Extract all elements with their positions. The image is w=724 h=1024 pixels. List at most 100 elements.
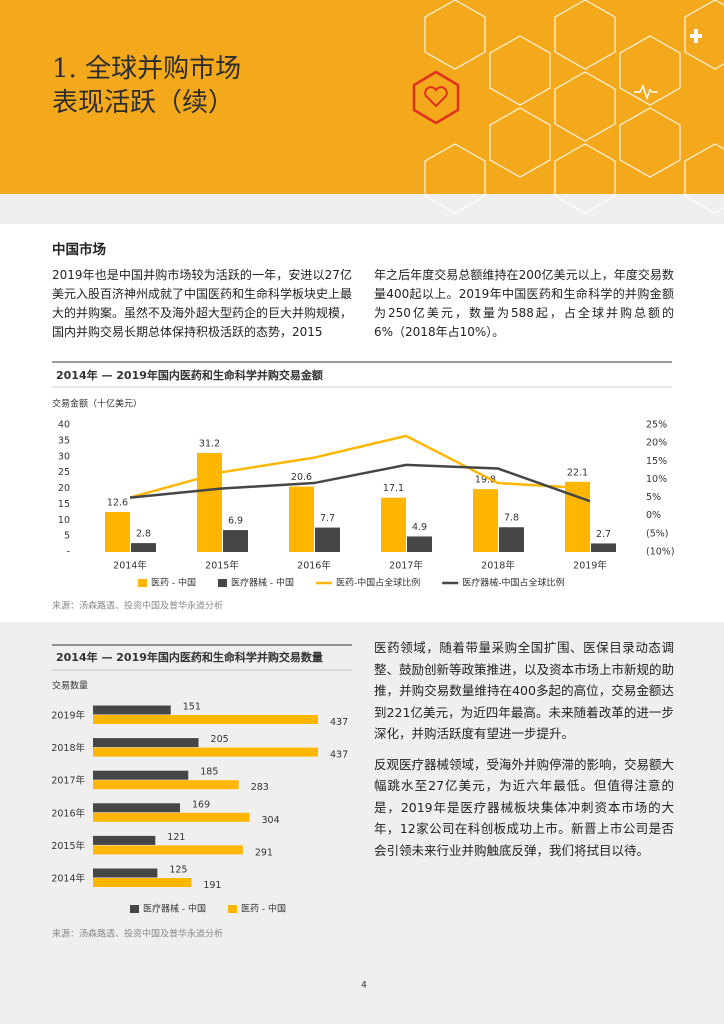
y-tick-label: 2018年: [51, 742, 85, 754]
bar: [473, 489, 498, 552]
hexagon-icon: [412, 70, 460, 125]
legend-swatch: [130, 905, 139, 913]
bar: [93, 770, 189, 780]
page-number: 4: [361, 981, 367, 991]
y2-tick-label: 10%: [646, 474, 667, 485]
value-label: 19.8: [475, 475, 496, 486]
page-title: 1. 全球并购市场 表现活跃（续）: [52, 52, 241, 120]
axis-label: 交易数量: [52, 680, 88, 692]
y-tick-label: 2015年: [51, 840, 85, 852]
header-band: [0, 0, 724, 194]
x-tick-label: 2015年: [205, 560, 239, 572]
value-label: 437: [330, 750, 348, 761]
paragraph: 年之后年度交易总额维持在200亿美元以上，年度交易数量400起以上。2019年中…: [374, 268, 674, 339]
y-tick-label: 2014年: [51, 873, 85, 885]
legend-label: 医疗器械-中国占全球比例: [462, 577, 564, 589]
legend-label: 医药 - 中国: [151, 577, 196, 589]
x-tick-label: 2014年: [113, 560, 147, 572]
analysis: 医药领域，随着带量采购全国扩围、医保目录动态调整、鼓励创新等政策推进，以及资本市…: [374, 637, 674, 870]
bar: [289, 486, 314, 552]
legend-swatch: [217, 579, 227, 587]
x-tick-label: 2016年: [297, 560, 331, 572]
paragraph: 反观医疗器械领域，受海外并购停滞的影响，交易额大幅跳水至27亿美元，为近六年最低…: [374, 756, 675, 858]
paragraph: 医药领域，随着带量采购全国扩围、医保目录动态调整、鼓励创新等政策推进，以及资本市…: [374, 640, 675, 741]
value-label: 304: [262, 815, 280, 826]
legend-label: 医疗器械 - 中国: [231, 577, 294, 589]
y-tick-label: 25: [58, 467, 70, 478]
x-tick-label: 2019年: [573, 560, 607, 572]
value-label: 169: [192, 799, 210, 810]
y-tick-label: 15: [58, 499, 70, 510]
title-line: 表现活跃（续）: [52, 88, 235, 118]
x-tick-label: 2017年: [389, 560, 423, 572]
bar: [93, 747, 318, 757]
value-label: 22.1: [567, 467, 588, 478]
bar: [93, 878, 192, 887]
bar: [131, 543, 156, 552]
axis-label: 交易金额（十亿美元）: [52, 398, 142, 410]
value-label: 2.7: [596, 529, 611, 540]
bar: [105, 511, 130, 552]
y-tick-label: 20: [58, 483, 70, 494]
value-label: 7.8: [504, 513, 519, 524]
bar: [381, 497, 406, 552]
legend-label: 医疗器械 - 中国: [143, 903, 206, 915]
bar: [93, 738, 199, 748]
y2-tick-label: 25%: [646, 420, 667, 431]
bar: [93, 715, 318, 724]
header-strip: [0, 194, 724, 224]
bar: [93, 812, 250, 822]
value-label: 151: [183, 702, 201, 713]
line: [129, 434, 591, 499]
y2-tick-label: (10%): [646, 547, 675, 558]
bar: [315, 527, 340, 552]
bar: [197, 452, 222, 552]
value-label: 6.9: [228, 516, 243, 527]
value-label: 283: [251, 782, 269, 793]
y2-tick-label: 20%: [646, 438, 667, 449]
bar: [93, 803, 181, 813]
line: [129, 463, 591, 503]
y-tick-label: 5: [64, 531, 70, 542]
bar: [93, 845, 243, 855]
value-label: 20.6: [291, 472, 312, 483]
hexagon-pattern: [424, 0, 724, 214]
title-line: 1. 全球并购市场: [52, 54, 242, 84]
chart-title: 2014年 — 2019年国内医药和生命科学并购交易数量: [56, 650, 323, 664]
y-tick-label: 30: [58, 451, 70, 462]
bar: [407, 536, 432, 552]
legend-label: 医药-中国占全球比例: [336, 577, 420, 589]
legend-label: 医药 - 中国: [241, 903, 286, 915]
bar: [93, 835, 156, 845]
value-label: 437: [330, 717, 348, 728]
value-label: 2.8: [136, 529, 151, 540]
x-tick-label: 2018年: [481, 560, 515, 572]
bar: [93, 780, 239, 790]
bar: [499, 527, 524, 552]
value-label: 17.1: [383, 483, 404, 494]
bar: [93, 868, 158, 878]
value-label: 4.9: [412, 522, 427, 533]
y2-tick-label: 0%: [646, 510, 661, 521]
paragraph: 2019年也是中国并购市场较为活跃的一年，安进以27亿美元入股百济神州成就了中国…: [52, 268, 353, 339]
y2-tick-label: 15%: [646, 456, 667, 467]
value-label: 185: [200, 767, 218, 778]
bar: [591, 543, 616, 552]
y-tick-label: 2019年: [51, 710, 85, 722]
legend-swatch: [138, 579, 147, 587]
source: 来源：汤森路透、投资中国及普华永道分析: [52, 600, 223, 612]
y-tick-label: 40: [58, 420, 70, 431]
bar: [93, 705, 171, 715]
pulse-icon: [634, 84, 658, 101]
section-heading: 中国市场: [52, 242, 106, 258]
value-label: 7.7: [320, 513, 335, 524]
chart-title: 2014年 — 2019年国内医药和生命科学并购交易金额: [56, 368, 323, 382]
value-label: 291: [255, 847, 273, 858]
value-label: 125: [169, 865, 187, 876]
cross-icon: [690, 29, 702, 43]
bar: [223, 530, 248, 552]
y2-tick-label: (5%): [646, 528, 668, 539]
y-tick-label: 2016年: [51, 807, 85, 819]
